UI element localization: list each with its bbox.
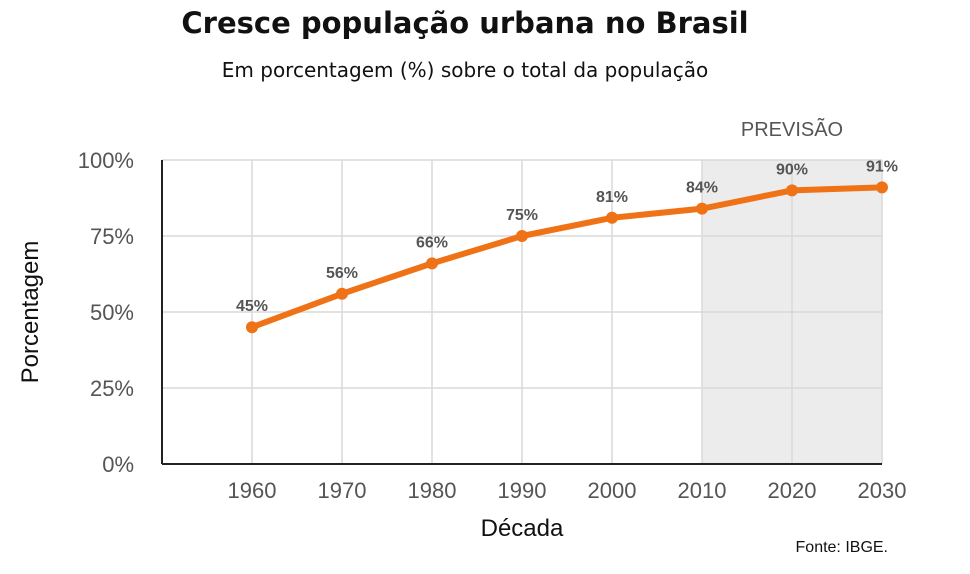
data-point: [606, 211, 618, 224]
data-label: 91%: [866, 158, 898, 175]
gridlines: [162, 159, 883, 464]
x-tick-label: 1960: [228, 478, 277, 503]
x-axis-title: Década: [481, 515, 564, 542]
y-tick-label: 0%: [102, 452, 134, 477]
source-note: Fonte: IBGE.: [796, 539, 888, 556]
data-label: 45%: [236, 298, 268, 315]
y-tick-labels: 0% 25% 50% 75% 100%: [78, 148, 134, 477]
data-label: 81%: [596, 189, 628, 206]
x-tick-label: 2030: [858, 478, 907, 503]
data-label: 90%: [776, 161, 808, 178]
data-point: [246, 321, 258, 334]
data-point: [696, 202, 708, 215]
y-axis-title: Porcentagem: [17, 241, 44, 384]
x-tick-label: 1970: [318, 478, 367, 503]
x-tick-labels: 1960 1970 1980 1990 2000 2010 2020 2030: [228, 478, 907, 503]
chart-subtitle: Em porcentagem (%) sobre o total da popu…: [221, 58, 709, 82]
series-line: [249, 184, 885, 331]
x-tick-label: 1980: [408, 478, 457, 503]
y-tick-label: 50%: [90, 300, 134, 325]
forecast-label: PREVISÃO: [741, 117, 843, 141]
y-tick-label: 75%: [90, 224, 134, 249]
data-labels: 45% 56% 66% 75% 81% 84% 90% 91%: [236, 158, 898, 315]
data-points: [246, 181, 888, 334]
chart-title: Cresce população urbana no Brasil: [181, 6, 749, 40]
data-point: [786, 184, 798, 197]
data-label: 75%: [506, 207, 538, 224]
data-point: [336, 287, 348, 300]
x-tick-label: 1990: [498, 478, 547, 503]
data-label: 66%: [416, 234, 448, 251]
y-tick-label: 100%: [78, 148, 134, 173]
data-point: [426, 257, 438, 270]
data-point: [516, 230, 528, 242]
data-label: 84%: [686, 180, 718, 197]
x-tick-label: 2010: [678, 478, 727, 503]
x-tick-label: 2000: [588, 478, 637, 503]
y-tick-label: 25%: [90, 376, 134, 401]
data-point: [876, 181, 888, 194]
x-tick-label: 2020: [768, 478, 817, 503]
data-label: 56%: [326, 265, 358, 282]
